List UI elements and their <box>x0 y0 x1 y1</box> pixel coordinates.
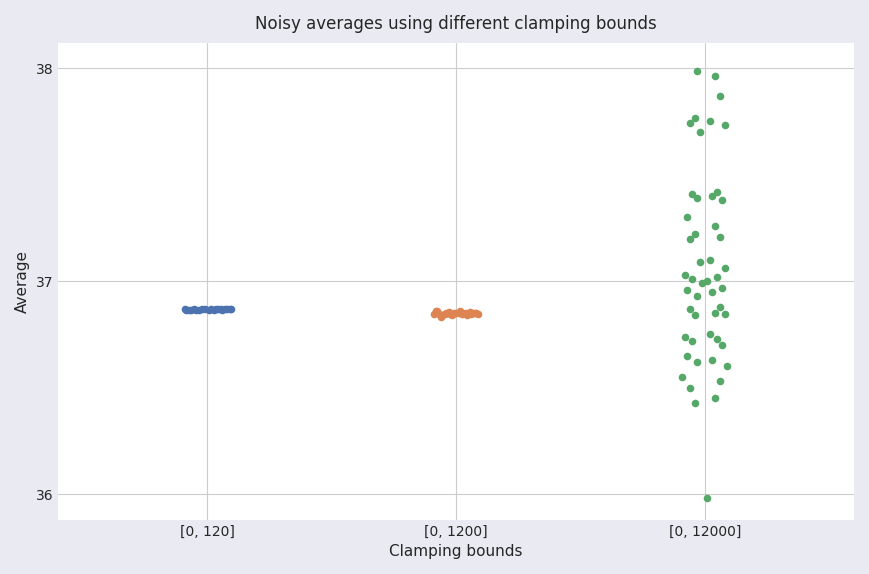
Point <box>715 196 729 205</box>
Point <box>204 305 218 314</box>
Point <box>202 305 216 315</box>
Point <box>686 274 700 284</box>
Point <box>703 330 717 339</box>
Point <box>707 222 721 231</box>
Point <box>461 311 474 320</box>
Point <box>209 304 223 313</box>
Point <box>680 285 694 294</box>
Point <box>178 304 192 313</box>
Point <box>198 304 212 313</box>
Point <box>710 273 724 282</box>
Point <box>688 114 702 123</box>
Point <box>680 351 694 360</box>
Point <box>439 308 453 317</box>
Point <box>690 358 704 367</box>
Point <box>715 340 729 350</box>
Point <box>453 307 467 316</box>
Point <box>468 308 481 317</box>
Point <box>214 304 228 313</box>
Point <box>683 118 697 127</box>
Point <box>430 307 444 316</box>
Point <box>715 283 729 292</box>
Point <box>713 377 726 386</box>
Point <box>700 277 714 286</box>
Point <box>720 362 734 371</box>
Point <box>678 270 692 280</box>
Point <box>445 311 459 320</box>
Point <box>688 230 702 239</box>
Point <box>707 309 721 318</box>
Point <box>427 309 441 319</box>
Point <box>464 309 478 318</box>
Point <box>441 308 455 317</box>
Point <box>211 305 225 314</box>
Point <box>713 232 726 241</box>
Point <box>683 383 697 392</box>
Point <box>469 309 483 318</box>
Point <box>222 305 236 314</box>
Point <box>683 304 697 313</box>
Y-axis label: Average: Average <box>15 250 30 313</box>
Point <box>452 308 466 317</box>
Point <box>703 255 717 265</box>
Point <box>700 494 714 503</box>
Point <box>429 307 443 316</box>
Point <box>218 305 232 314</box>
Point <box>713 302 726 311</box>
Point <box>220 304 234 313</box>
Point <box>443 309 457 319</box>
Point <box>179 305 193 314</box>
Point <box>432 310 446 319</box>
Point <box>438 309 452 319</box>
Point <box>706 192 720 201</box>
Point <box>456 308 470 317</box>
Point <box>710 187 724 196</box>
Point <box>686 189 700 199</box>
Point <box>706 287 720 296</box>
Title: Noisy averages using different clamping bounds: Noisy averages using different clamping … <box>255 15 657 33</box>
Point <box>467 308 481 317</box>
Point <box>680 213 694 222</box>
Point <box>678 332 692 341</box>
X-axis label: Clamping bounds: Clamping bounds <box>389 544 523 559</box>
Point <box>690 66 704 75</box>
Point <box>688 311 702 320</box>
Point <box>707 394 721 403</box>
Point <box>187 305 201 314</box>
Point <box>718 264 732 273</box>
Point <box>693 258 706 267</box>
Point <box>707 71 721 80</box>
Point <box>675 373 689 382</box>
Point <box>695 279 709 288</box>
Point <box>459 309 473 318</box>
Point <box>463 307 477 316</box>
Point <box>718 120 732 129</box>
Point <box>196 305 209 314</box>
Point <box>690 193 704 203</box>
Point <box>192 305 206 315</box>
Point <box>455 309 469 319</box>
Point <box>184 305 198 314</box>
Point <box>718 309 732 319</box>
Point <box>447 308 461 317</box>
Point <box>686 336 700 346</box>
Point <box>472 310 486 319</box>
Point <box>207 305 221 314</box>
Point <box>216 305 229 314</box>
Point <box>683 234 697 243</box>
Point <box>706 355 720 364</box>
Point <box>189 305 203 315</box>
Point <box>182 305 196 315</box>
Point <box>713 91 726 100</box>
Point <box>449 309 463 318</box>
Point <box>690 292 704 301</box>
Point <box>693 127 706 137</box>
Point <box>710 334 724 343</box>
Point <box>224 305 238 314</box>
Point <box>435 310 449 319</box>
Point <box>688 398 702 407</box>
Point <box>703 116 717 125</box>
Point <box>434 313 448 322</box>
